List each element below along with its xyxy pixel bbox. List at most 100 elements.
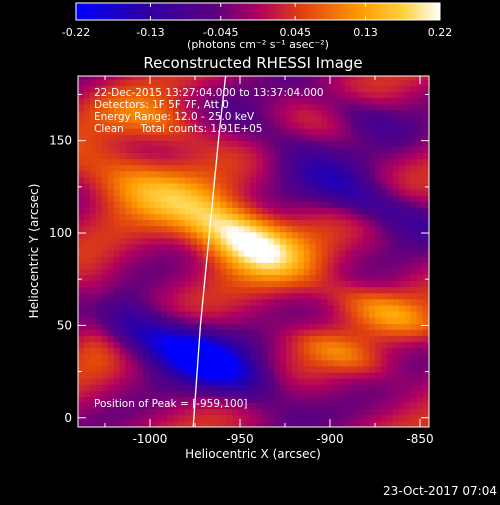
heatmap-cell bbox=[137, 73, 143, 80]
heatmap-cell bbox=[155, 80, 161, 87]
heatmap-cell bbox=[393, 238, 399, 245]
heatmap-cell bbox=[322, 293, 328, 300]
heatmap-cell bbox=[280, 256, 286, 263]
heatmap-cell bbox=[292, 153, 298, 160]
heatmap-cell bbox=[333, 305, 339, 312]
heatmap-cell bbox=[173, 372, 179, 379]
heatmap-cell bbox=[232, 281, 238, 288]
heatmap-cell bbox=[238, 256, 244, 263]
heatmap-cell bbox=[375, 256, 381, 263]
heatmap-cell bbox=[256, 311, 262, 318]
heatmap-cell bbox=[244, 372, 250, 379]
heatmap-cell bbox=[137, 287, 143, 294]
heatmap-cell bbox=[262, 244, 268, 251]
heatmap-cell bbox=[375, 250, 381, 257]
heatmap-cell bbox=[369, 354, 375, 361]
heatmap-cell bbox=[232, 305, 238, 312]
heatmap-cell bbox=[221, 171, 227, 178]
heatmap-cell bbox=[381, 348, 387, 355]
heatmap-cell bbox=[286, 220, 292, 227]
heatmap-cell bbox=[185, 177, 191, 184]
heatmap-cell bbox=[250, 147, 256, 154]
heatmap-cell bbox=[310, 403, 316, 410]
heatmap-cell bbox=[399, 80, 405, 87]
heatmap-cell bbox=[292, 329, 298, 336]
heatmap-cell bbox=[345, 336, 351, 343]
heatmap-cell bbox=[375, 378, 381, 385]
heatmap-cell bbox=[209, 73, 215, 80]
heatmap-cell bbox=[268, 287, 274, 294]
heatmap-cell bbox=[375, 165, 381, 172]
heatmap-cell bbox=[268, 177, 274, 184]
heatmap-cell bbox=[179, 80, 185, 87]
heatmap-cell bbox=[423, 305, 429, 312]
heatmap-cell bbox=[126, 134, 132, 141]
heatmap-cell bbox=[155, 317, 161, 324]
heatmap-cell bbox=[137, 183, 143, 190]
heatmap-cell bbox=[143, 384, 149, 391]
heatmap-cell bbox=[369, 281, 375, 288]
heatmap-cell bbox=[238, 275, 244, 282]
heatmap-cell bbox=[405, 232, 411, 239]
heatmap-cell bbox=[369, 232, 375, 239]
heatmap-cell bbox=[191, 336, 197, 343]
heatmap-cell bbox=[339, 409, 345, 416]
heatmap-cell bbox=[78, 195, 84, 202]
heatmap-cell bbox=[286, 329, 292, 336]
heatmap-cell bbox=[262, 201, 268, 208]
heatmap-cell bbox=[280, 80, 286, 87]
heatmap-cell bbox=[173, 153, 179, 160]
heatmap-cell bbox=[423, 201, 429, 208]
heatmap-cell bbox=[375, 116, 381, 123]
heatmap-cell bbox=[381, 299, 387, 306]
heatmap-cell bbox=[108, 171, 114, 178]
footer-date: 23-Oct-2017 07:04 bbox=[383, 484, 497, 498]
heatmap-cell bbox=[339, 390, 345, 397]
heatmap-cell bbox=[268, 305, 274, 312]
heatmap-cell bbox=[96, 348, 102, 355]
heatmap-cell bbox=[351, 366, 357, 373]
heatmap-cell bbox=[351, 183, 357, 190]
heatmap-cell bbox=[238, 226, 244, 233]
heatmap-cell bbox=[149, 134, 155, 141]
heatmap-cell bbox=[363, 92, 369, 99]
heatmap-cell bbox=[405, 226, 411, 233]
heatmap-cell bbox=[327, 122, 333, 128]
heatmap-cell bbox=[280, 128, 286, 135]
heatmap-cell bbox=[203, 323, 209, 330]
heatmap-cell bbox=[327, 366, 333, 373]
heatmap-cell bbox=[167, 159, 173, 166]
heatmap-cell bbox=[244, 305, 250, 312]
heatmap-cell bbox=[131, 250, 137, 257]
heatmap-cell bbox=[227, 366, 233, 373]
heatmap-cell bbox=[131, 421, 137, 428]
heatmap-cell bbox=[238, 415, 244, 422]
heatmap-cell bbox=[423, 360, 429, 367]
heatmap-cell bbox=[78, 104, 84, 111]
heatmap-cell bbox=[339, 403, 345, 410]
heatmap-cell bbox=[268, 104, 274, 111]
heatmap-cell bbox=[167, 415, 173, 422]
heatmap-cell bbox=[197, 153, 203, 160]
heatmap-cell bbox=[131, 256, 137, 263]
heatmap-cell bbox=[405, 140, 411, 147]
heatmap-cell bbox=[357, 189, 363, 196]
heatmap-cell bbox=[316, 147, 322, 154]
heatmap-cell bbox=[298, 299, 304, 306]
heatmap-cell bbox=[250, 378, 256, 385]
heatmap-cell bbox=[120, 201, 126, 208]
heatmap-cell bbox=[256, 256, 262, 263]
heatmap-cell bbox=[262, 183, 268, 190]
heatmap-cell bbox=[232, 195, 238, 202]
heatmap-cell bbox=[203, 183, 209, 190]
heatmap-cell bbox=[161, 134, 167, 141]
heatmap-cell bbox=[327, 153, 333, 160]
heatmap-cell bbox=[327, 390, 333, 397]
heatmap-cell bbox=[197, 189, 203, 196]
heatmap-cell bbox=[232, 354, 238, 361]
heatmap-cell bbox=[316, 311, 322, 318]
heatmap-cell bbox=[108, 311, 114, 318]
heatmap-cell bbox=[333, 397, 339, 404]
heatmap-cell bbox=[78, 201, 84, 208]
